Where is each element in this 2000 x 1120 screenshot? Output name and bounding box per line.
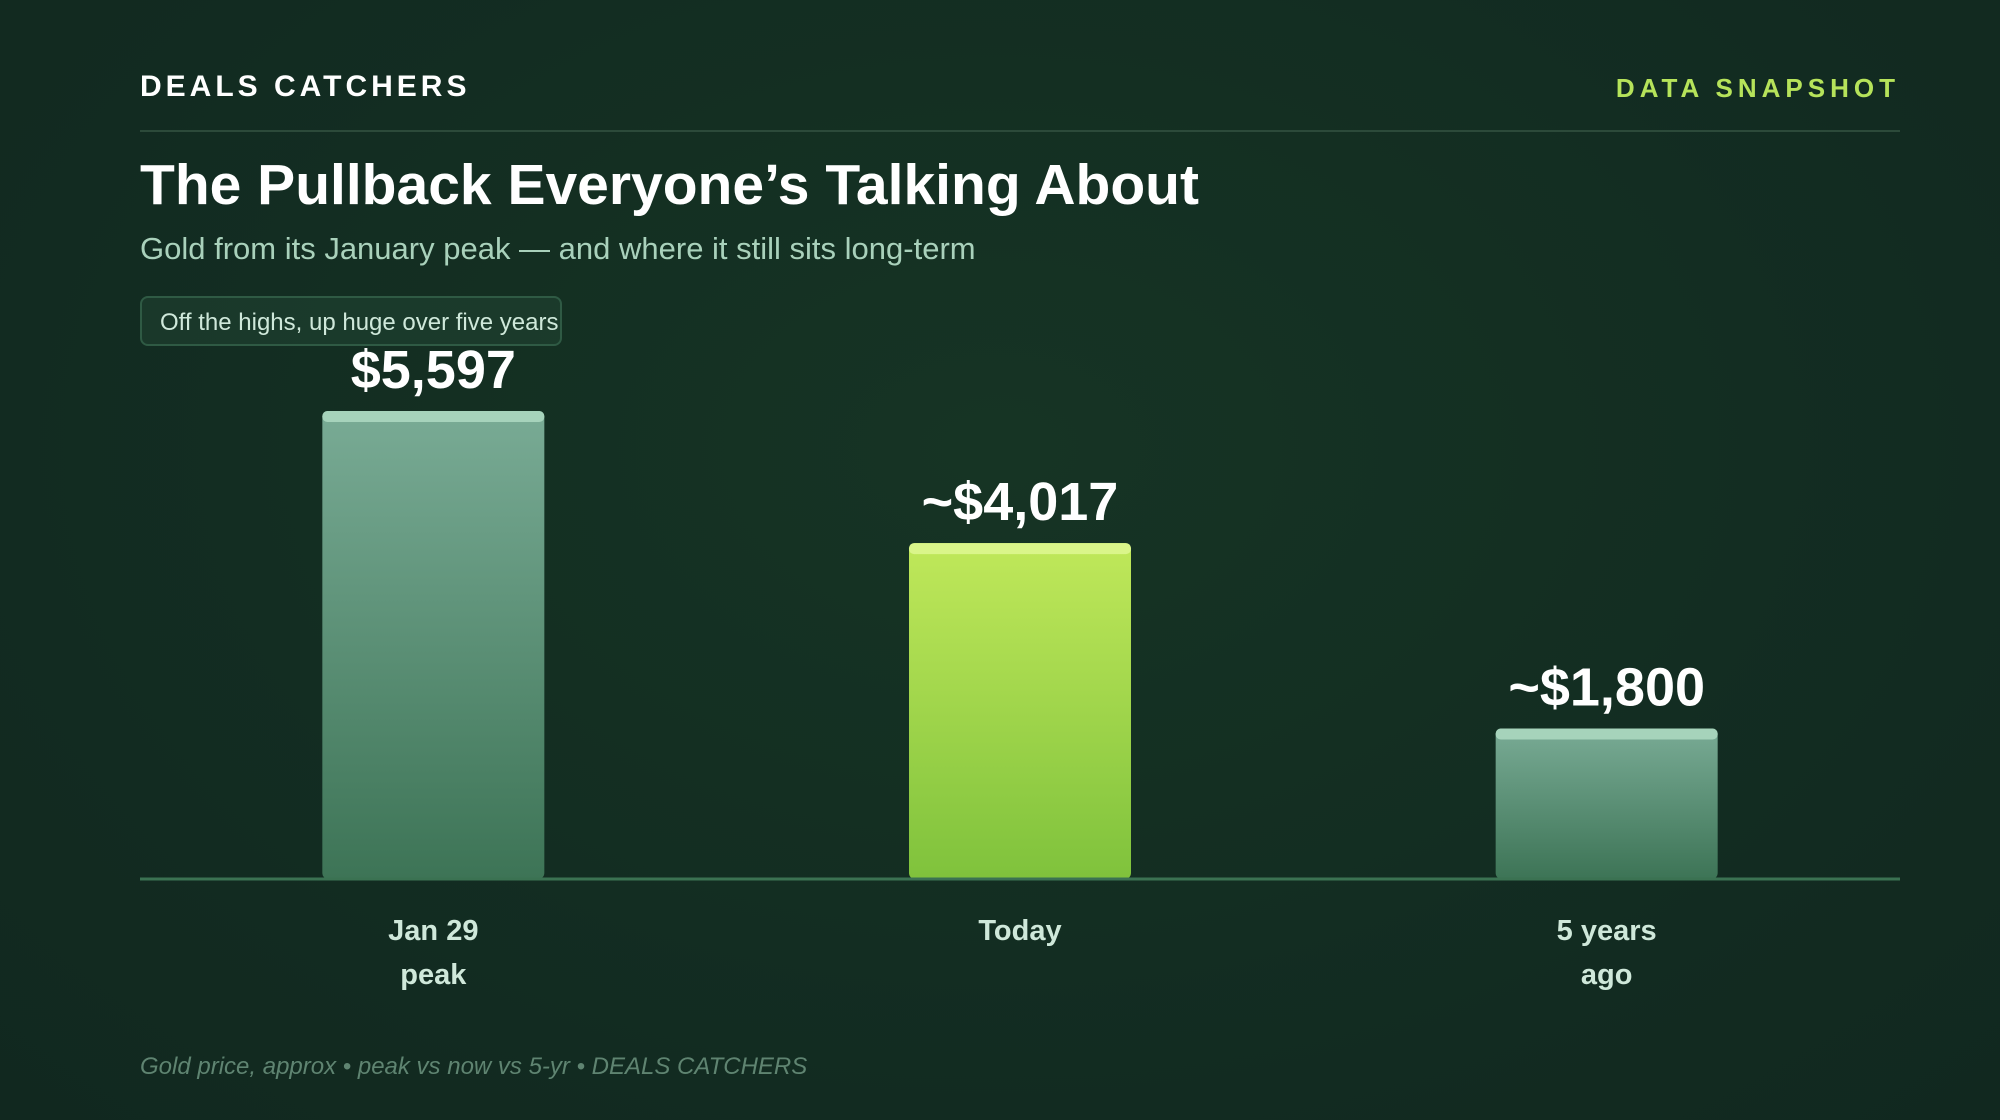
chart-subtitle: Gold from its January peak — and where i… (140, 231, 976, 266)
brand-name: DEALS CATCHERS (140, 70, 471, 103)
annotation-text: Off the highs, up huge over five years (160, 309, 559, 336)
bar-2 (1495, 728, 1718, 879)
category-label-0-1: peak (400, 959, 467, 991)
value-label-2: ~$1,800 (1508, 657, 1705, 717)
bar-1 (909, 543, 1131, 879)
category-label-2-0: 5 years (1557, 915, 1657, 947)
value-label-0: $5,597 (351, 340, 516, 400)
bar-cap-2 (1495, 728, 1718, 740)
annotation-pill (140, 296, 562, 346)
chart-title: The Pullback Everyone’s Talking About (140, 153, 1199, 217)
header-divider (140, 130, 1900, 132)
snapshot-tag: DATA SNAPSHOT (1615, 73, 1900, 103)
bar-0 (322, 411, 545, 879)
category-label-1-0: Today (978, 915, 1061, 947)
value-label-1: ~$4,017 (922, 472, 1119, 532)
footer-caption: Gold price, approx • peak vs now vs 5-yr… (140, 1053, 808, 1080)
bar-cap-0 (322, 411, 545, 422)
bar-cap-1 (909, 543, 1131, 555)
category-label-2-1: ago (1581, 959, 1633, 991)
category-label-0-0: Jan 29 (388, 915, 478, 947)
